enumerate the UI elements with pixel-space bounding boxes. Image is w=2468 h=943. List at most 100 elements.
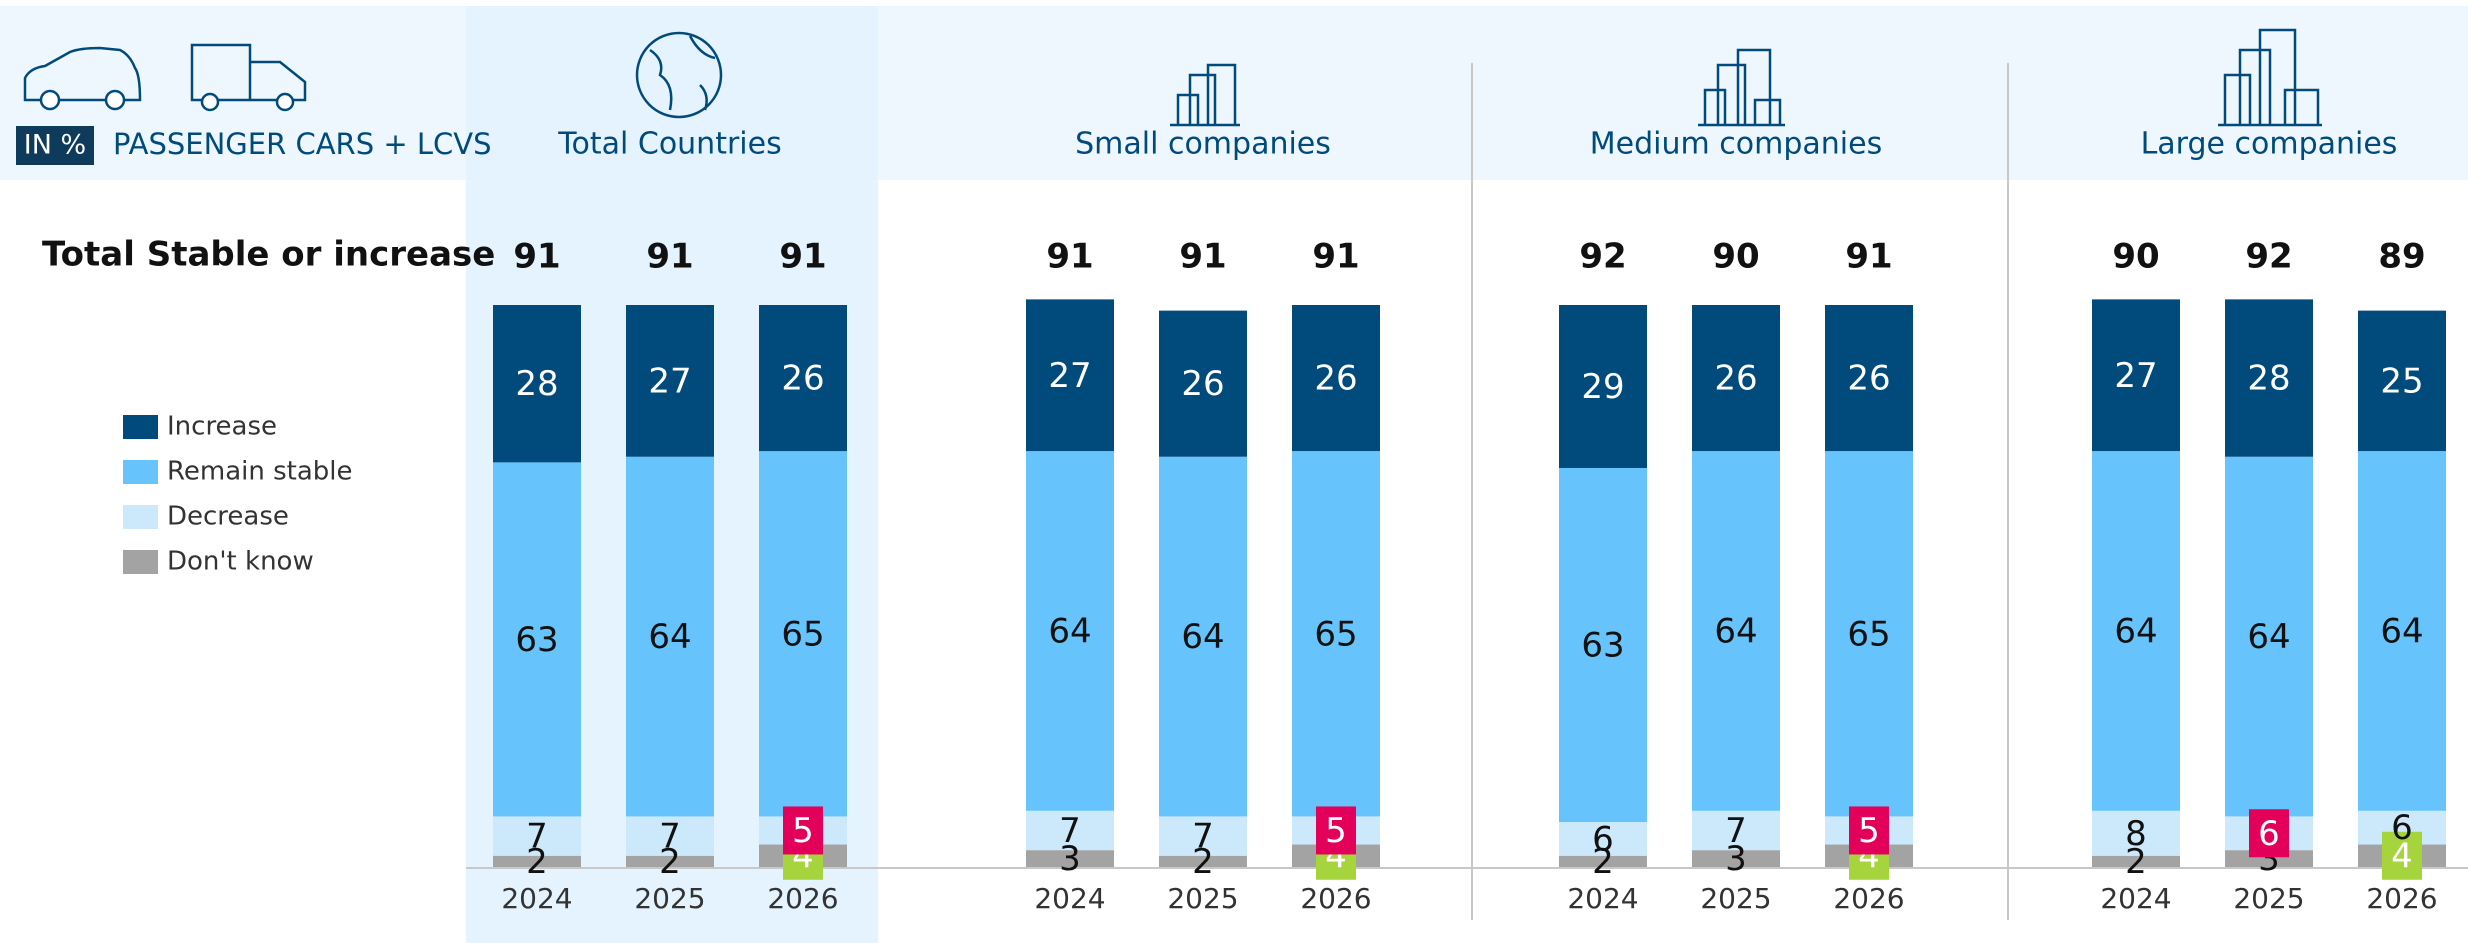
group-title: Medium companies: [1590, 127, 1882, 162]
bar-segment: [1292, 305, 1380, 452]
value-label: 2: [1192, 842, 1214, 882]
value-label: 7: [1059, 811, 1081, 851]
value-label: 64: [2114, 611, 2157, 651]
value-label: 6: [2391, 808, 2413, 848]
bar-segment: [493, 462, 581, 817]
value-label: 26: [1181, 364, 1224, 404]
globe-icon: [635, 31, 723, 119]
total-label: 91: [1312, 237, 1359, 277]
bar-segment: [1559, 822, 1647, 856]
bar-segment: [1292, 451, 1380, 817]
total-label: 91: [1179, 237, 1226, 277]
legend-label: Decrease: [167, 502, 289, 532]
value-label: 5: [1325, 811, 1347, 851]
legend-swatch: [123, 460, 158, 484]
label-highlight: [1849, 806, 1889, 855]
value-label: 5: [1858, 811, 1880, 851]
value-label: 29: [1581, 367, 1624, 407]
value-label: 28: [515, 364, 558, 404]
label-highlight: [2382, 831, 2422, 880]
legend-swatch: [123, 550, 158, 574]
value-label: 65: [1847, 614, 1890, 654]
value-label: 26: [1714, 359, 1757, 399]
header-label: PASSENGER CARS + LCVS: [113, 127, 492, 161]
legend-label: Remain stable: [167, 457, 353, 487]
bar-segment: [759, 451, 847, 817]
total-label: 91: [1046, 237, 1093, 277]
value-label: 64: [1181, 617, 1224, 657]
value-label: 26: [1847, 359, 1890, 399]
x-tick-label: 2026: [1833, 882, 1904, 915]
value-label: 2: [526, 842, 548, 882]
bar-segment: [626, 816, 714, 856]
bar-segment: [2092, 299, 2180, 452]
bar-segment: [1559, 855, 1647, 867]
legend-label: Don't know: [167, 547, 314, 577]
group-title: Total Countries: [557, 127, 781, 162]
value-label: 6: [1592, 819, 1614, 859]
bar-segment: [493, 855, 581, 867]
bar-segment: [1559, 467, 1647, 823]
x-tick-label: 2026: [767, 882, 838, 915]
bar-segment: [493, 305, 581, 463]
value-label: 65: [1314, 614, 1357, 654]
bar-segment: [1026, 451, 1114, 811]
total-label: 91: [646, 237, 693, 277]
bar-segment: [1026, 299, 1114, 452]
value-label: 28: [2247, 359, 2290, 399]
value-label: 64: [1714, 611, 1757, 651]
value-label: 6: [2258, 814, 2280, 854]
value-label: 25: [2380, 361, 2423, 401]
value-label: 64: [1048, 611, 1091, 651]
bar-segment: [1026, 850, 1114, 867]
total-label: 92: [1579, 237, 1626, 277]
total-label: 91: [513, 237, 560, 277]
group-title: Small companies: [1075, 127, 1331, 162]
value-label: 2: [1592, 842, 1614, 882]
label-highlight: [2249, 809, 2289, 858]
value-label: 7: [659, 817, 681, 857]
value-label: 4: [2391, 836, 2413, 876]
label-highlight: [783, 806, 823, 855]
bar-segment: [2358, 310, 2446, 452]
value-label: 64: [648, 617, 691, 657]
bar-segment: [1159, 855, 1247, 867]
value-label: 2: [2125, 842, 2147, 882]
unit-label: IN %: [24, 130, 86, 161]
x-tick-label: 2025: [1700, 882, 1771, 915]
bar-segment: [1692, 305, 1780, 452]
bar-segment: [493, 816, 581, 856]
total-label: 89: [2378, 237, 2425, 277]
bar-segment: [626, 305, 714, 457]
total-label: 92: [2245, 237, 2292, 277]
x-tick-label: 2024: [1567, 882, 1638, 915]
bar-segment: [1825, 451, 1913, 817]
unit-box: [16, 126, 94, 165]
bar-segment: [2358, 451, 2446, 811]
value-label: 65: [781, 614, 824, 654]
total-row-label: Total Stable or increase: [42, 235, 495, 275]
x-tick-label: 2026: [2366, 882, 2437, 915]
bar-segment: [2092, 810, 2180, 856]
value-label: 7: [1725, 811, 1747, 851]
legend-swatch: [123, 505, 158, 529]
total-label: 90: [2112, 237, 2159, 277]
value-label: 8: [2125, 814, 2147, 854]
bar-segment: [759, 305, 847, 452]
x-tick-label: 2024: [501, 882, 572, 915]
bar-segment: [2225, 299, 2313, 457]
label-highlight: [1316, 806, 1356, 855]
x-tick-label: 2024: [2100, 882, 2171, 915]
van-icon: [190, 43, 307, 112]
total-label: 90: [1712, 237, 1759, 277]
bar-segment: [2092, 451, 2180, 811]
bar-segment: [1159, 816, 1247, 856]
legend-label: Increase: [167, 412, 277, 442]
x-tick-label: 2025: [634, 882, 705, 915]
bar-segment: [1825, 305, 1913, 452]
value-label: 7: [526, 817, 548, 857]
value-label: 27: [2114, 356, 2157, 396]
bar-segment: [1559, 305, 1647, 468]
x-tick-label: 2025: [2233, 882, 2304, 915]
